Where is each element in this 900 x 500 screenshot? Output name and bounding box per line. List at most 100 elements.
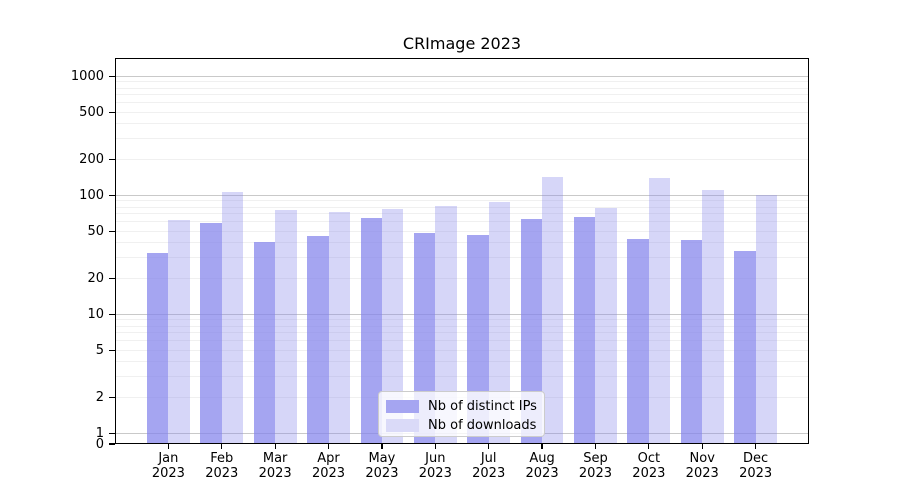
x-tick-label-month: Jul <box>480 451 497 466</box>
bar-downloads-aug <box>542 177 564 444</box>
y-tick-label: 10 <box>87 307 104 322</box>
x-tick-label-year: 2023 <box>365 466 399 481</box>
chart-title: CRImage 2023 <box>402 34 522 53</box>
bar-downloads-nov <box>702 190 724 444</box>
x-tick-label-month: Jun <box>425 451 446 466</box>
x-tick-label-year: 2023 <box>739 466 773 481</box>
legend-label-distinct-ips: Nb of distinct IPs <box>428 399 537 414</box>
x-tick-label: Jan 2023 <box>136 451 200 481</box>
y-tick <box>109 111 115 113</box>
x-tick-label-year: 2023 <box>418 466 452 481</box>
y-tick-label: 2 <box>95 390 104 406</box>
y-tick <box>109 230 115 232</box>
x-tick-label-month: Oct <box>637 451 661 466</box>
bar-distinct-ips-dec <box>734 251 756 444</box>
plot-area <box>115 58 809 444</box>
x-tick-label-month: Mar <box>262 451 288 466</box>
bar-downloads-jun <box>435 205 457 444</box>
x-tick-label-month: Aug <box>529 451 555 466</box>
gridline-minor <box>115 242 809 244</box>
bar-distinct-ips-nov <box>680 240 703 444</box>
gridline-minor <box>115 332 809 334</box>
y-tick <box>109 278 115 280</box>
bar-distinct-ips-feb <box>200 222 222 444</box>
x-tick-label-year: 2023 <box>578 466 612 481</box>
x-tick-label-month: Sep <box>583 451 608 466</box>
gridline-minor <box>115 340 809 342</box>
bar-downloads-jul <box>488 201 511 444</box>
x-tick <box>327 444 330 449</box>
bar-distinct-ips-apr <box>307 235 329 444</box>
y-tick <box>109 194 115 197</box>
bar-downloads-jan <box>168 220 190 444</box>
gridline-minor <box>115 230 809 232</box>
x-tick-label: Nov 2023 <box>670 451 734 481</box>
x-tick-label-year: 2023 <box>151 466 185 481</box>
x-tick-label: Sep 2023 <box>563 451 627 481</box>
gridline-minor <box>115 376 809 378</box>
legend-entry-distinct-ips: Nb of distinct IPs <box>386 397 538 416</box>
x-tick-label-month: Feb <box>210 451 234 466</box>
y-tick-label: 1 <box>95 426 104 441</box>
y-tick-label: 100 <box>79 188 104 203</box>
x-tick-label-year: 2023 <box>525 466 559 481</box>
x-tick-label-year: 2023 <box>685 466 719 481</box>
gridline-major <box>115 314 809 315</box>
gridline-minor <box>115 159 809 161</box>
x-tick <box>274 444 276 449</box>
gridline-minor <box>115 319 809 321</box>
gridline-minor <box>115 325 809 327</box>
gridline-minor <box>115 213 809 215</box>
gridline-minor <box>115 102 809 104</box>
x-tick <box>434 444 436 449</box>
legend-label-downloads: Nb of downloads <box>428 418 537 433</box>
y-tick <box>109 159 115 161</box>
x-tick-label: Feb 2023 <box>190 451 254 481</box>
y-tick <box>109 397 115 399</box>
x-tick-label-month: May <box>368 451 396 466</box>
gridline-minor <box>115 81 809 83</box>
bar-downloads-dec <box>755 194 777 444</box>
bar-distinct-ips-sep <box>574 216 596 444</box>
y-tick <box>109 313 115 316</box>
x-tick-label: May 2023 <box>350 451 414 481</box>
gridline-minor <box>115 206 809 208</box>
y-tick-label: 0 <box>95 436 104 452</box>
gridline-minor <box>115 349 809 351</box>
gridline-minor <box>115 257 809 259</box>
legend-swatch-distinct-ips <box>386 400 419 413</box>
x-tick <box>381 444 383 449</box>
x-tick-label-month: Nov <box>689 451 715 466</box>
bar-distinct-ips-jan <box>146 252 169 444</box>
x-tick-label: Jul 2023 <box>457 451 521 481</box>
y-tick-label: 200 <box>79 152 104 168</box>
y-tick-label: 20 <box>87 271 104 287</box>
x-tick-label: Apr 2023 <box>297 451 361 481</box>
gridline-major <box>115 195 809 196</box>
bar-distinct-ips-mar <box>253 241 276 444</box>
gridline-minor <box>115 123 809 125</box>
bar-downloads-feb <box>221 191 244 444</box>
legend: Nb of distinct IPs Nb of downloads <box>378 391 545 437</box>
bar-distinct-ips-aug <box>520 219 543 444</box>
gridline-minor <box>115 138 809 140</box>
y-tick <box>109 432 115 435</box>
gridline-minor <box>115 94 809 96</box>
x-tick <box>755 444 757 449</box>
bar-downloads-oct <box>648 178 671 444</box>
x-tick <box>488 444 490 449</box>
bar-downloads-sep <box>595 207 617 444</box>
gridline-minor <box>115 361 809 363</box>
y-tick-label: 50 <box>87 223 104 239</box>
gridline-minor <box>115 278 809 280</box>
gridline-minor <box>115 111 809 113</box>
x-tick <box>701 444 703 449</box>
x-tick-label-year: 2023 <box>205 466 239 481</box>
x-tick-label-year: 2023 <box>472 466 506 481</box>
bar-downloads-may <box>381 209 404 444</box>
x-tick <box>648 444 650 449</box>
bar-downloads-apr <box>328 212 350 444</box>
y-tick-label: 5 <box>95 342 104 358</box>
legend-entry-downloads: Nb of downloads <box>386 416 538 435</box>
